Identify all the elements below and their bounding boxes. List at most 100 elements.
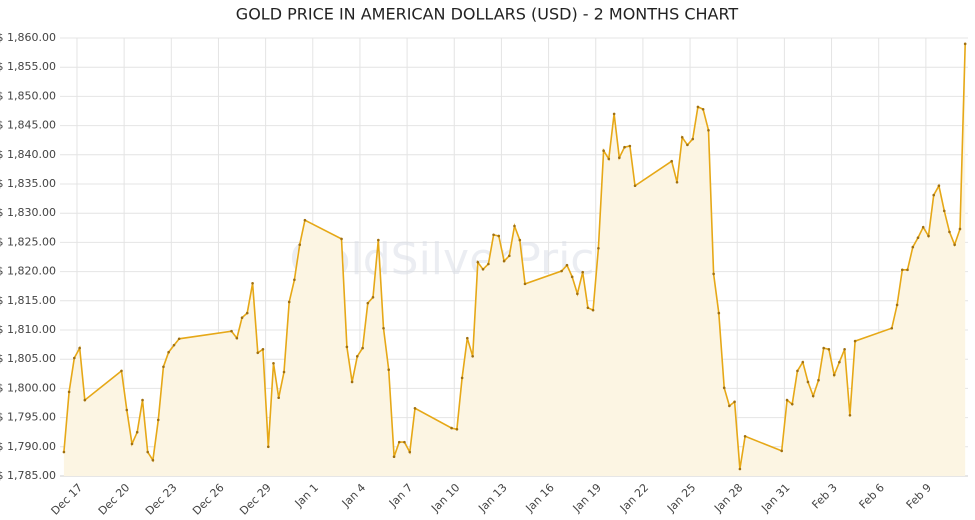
point	[167, 350, 170, 354]
point	[838, 360, 841, 364]
point	[502, 259, 506, 263]
point	[251, 281, 254, 285]
point	[355, 354, 359, 358]
x-tick-label: Feb 3	[809, 481, 839, 511]
y-tick-label: $ 1,805.00	[0, 352, 56, 365]
point	[492, 233, 495, 237]
y-tick-label: $ 1,785.00	[0, 469, 56, 482]
point	[597, 246, 600, 250]
point	[565, 263, 569, 267]
x-tick-label: Jan 25	[664, 481, 698, 515]
y-tick-label: $ 1,790.00	[0, 440, 56, 453]
point	[397, 440, 401, 444]
point	[277, 396, 280, 400]
point	[618, 156, 621, 160]
point	[586, 306, 590, 310]
point	[151, 458, 155, 462]
point	[345, 345, 349, 349]
point	[607, 157, 611, 161]
x-tick-label: Feb 9	[904, 481, 934, 511]
point	[963, 42, 967, 46]
point	[235, 336, 239, 340]
y-tick-label: $ 1,850.00	[0, 89, 56, 102]
x-tick-label: Dec 17	[49, 481, 86, 518]
point	[701, 107, 705, 111]
point	[83, 398, 87, 402]
point	[387, 368, 391, 372]
point	[937, 184, 941, 188]
point	[141, 398, 144, 402]
point	[120, 369, 123, 373]
point	[717, 311, 721, 315]
point	[476, 260, 480, 264]
y-tick-label: $ 1,825.00	[0, 235, 56, 248]
x-tick-label: Jan 28	[711, 481, 745, 515]
point	[62, 450, 66, 454]
point	[340, 237, 343, 241]
y-tick-label: $ 1,810.00	[0, 323, 56, 336]
point	[240, 316, 244, 320]
y-tick-label: $ 1,860.00	[0, 31, 56, 44]
point	[78, 346, 81, 350]
point	[361, 346, 364, 350]
point	[696, 105, 700, 109]
x-tick-label: Jan 4	[339, 481, 368, 510]
point	[712, 272, 715, 276]
point	[298, 243, 302, 247]
point	[953, 243, 956, 247]
point	[581, 270, 584, 274]
point	[623, 145, 626, 149]
x-tick-label: Jan 1	[292, 481, 321, 510]
point	[177, 337, 181, 341]
point	[817, 378, 820, 382]
point	[811, 394, 815, 398]
point	[927, 234, 930, 238]
point	[471, 354, 474, 358]
point	[460, 376, 464, 380]
point	[832, 373, 836, 377]
point	[366, 301, 370, 305]
point	[230, 329, 233, 333]
x-tick-label: Dec 23	[143, 481, 180, 518]
point	[602, 149, 605, 153]
point	[266, 445, 270, 449]
point	[466, 336, 469, 340]
y-tick-label: $ 1,840.00	[0, 148, 56, 161]
point	[827, 347, 831, 351]
point	[377, 238, 380, 242]
point	[948, 230, 951, 234]
x-tick-label: Jan 22	[617, 481, 651, 515]
point	[707, 128, 710, 132]
point	[822, 346, 825, 350]
point	[403, 440, 406, 444]
point	[350, 380, 354, 384]
point	[801, 360, 805, 364]
y-tick-label: $ 1,845.00	[0, 119, 56, 132]
point	[743, 434, 747, 438]
point	[942, 209, 946, 213]
point	[413, 406, 417, 410]
point	[733, 400, 736, 404]
point	[806, 380, 810, 384]
point	[450, 426, 453, 430]
point	[686, 143, 689, 147]
point	[675, 180, 679, 184]
point	[272, 361, 275, 365]
point	[497, 234, 501, 238]
point	[293, 278, 296, 282]
point	[481, 267, 485, 271]
x-tick-label: Jan 7	[386, 481, 415, 510]
point	[382, 326, 385, 330]
point	[911, 245, 915, 249]
point	[261, 347, 265, 351]
point	[146, 450, 150, 454]
x-tick-label: Jan 31	[758, 481, 792, 515]
point	[932, 193, 936, 197]
y-tick-label: $ 1,835.00	[0, 177, 56, 190]
point	[906, 268, 909, 272]
area	[63, 43, 966, 477]
point	[156, 418, 160, 422]
point	[843, 347, 846, 351]
point	[738, 467, 742, 471]
